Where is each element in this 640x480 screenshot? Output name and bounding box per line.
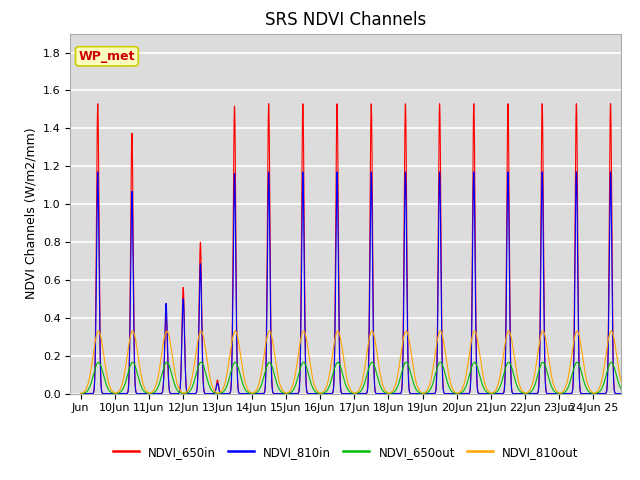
Line: NDVI_810in: NDVI_810in: [81, 172, 628, 394]
NDVI_650out: [401, 361, 408, 367]
Title: SRS NDVI Channels: SRS NDVI Channels: [265, 11, 426, 29]
NDVI_810in: [275, 391, 283, 396]
Legend: NDVI_650in, NDVI_810in, NDVI_650out, NDVI_810out: NDVI_650in, NDVI_810in, NDVI_650out, NDV…: [108, 441, 584, 463]
NDVI_810out: [624, 390, 632, 396]
NDVI_810out: [275, 376, 282, 382]
NDVI_650out: [511, 378, 519, 384]
NDVI_810in: [424, 391, 432, 396]
Line: NDVI_650out: NDVI_650out: [81, 362, 628, 394]
NDVI_650in: [483, 391, 490, 396]
NDVI_650out: [275, 385, 282, 391]
NDVI_650in: [275, 391, 283, 396]
NDVI_810in: [401, 233, 408, 239]
NDVI_650in: [511, 391, 519, 396]
NDVI_650out: [300, 360, 307, 365]
NDVI_810out: [104, 378, 112, 384]
NDVI_810out: [483, 384, 490, 390]
NDVI_810in: [624, 391, 632, 396]
NDVI_810out: [77, 390, 84, 396]
Y-axis label: NDVI Channels (W/m2/mm): NDVI Channels (W/m2/mm): [24, 128, 37, 300]
NDVI_810in: [77, 391, 84, 396]
NDVI_650out: [77, 391, 84, 396]
NDVI_650out: [624, 391, 632, 396]
NDVI_810in: [511, 391, 519, 396]
NDVI_810out: [300, 328, 307, 334]
NDVI_810out: [424, 385, 432, 391]
NDVI_650in: [104, 391, 112, 396]
NDVI_810in: [483, 391, 490, 396]
NDVI_650in: [401, 184, 408, 190]
Line: NDVI_650in: NDVI_650in: [81, 104, 628, 394]
NDVI_810in: [145, 391, 153, 396]
NDVI_650in: [424, 391, 432, 396]
NDVI_650in: [145, 391, 153, 396]
NDVI_810out: [401, 331, 408, 337]
NDVI_650in: [607, 101, 614, 107]
Text: WP_met: WP_met: [79, 50, 135, 63]
NDVI_810in: [104, 391, 112, 396]
NDVI_810out: [511, 362, 519, 368]
Line: NDVI_810out: NDVI_810out: [81, 331, 628, 393]
NDVI_650out: [104, 386, 112, 392]
NDVI_810in: [607, 169, 614, 175]
NDVI_650in: [624, 391, 632, 396]
NDVI_650out: [424, 389, 432, 395]
NDVI_650out: [483, 389, 490, 395]
NDVI_650in: [77, 391, 84, 396]
